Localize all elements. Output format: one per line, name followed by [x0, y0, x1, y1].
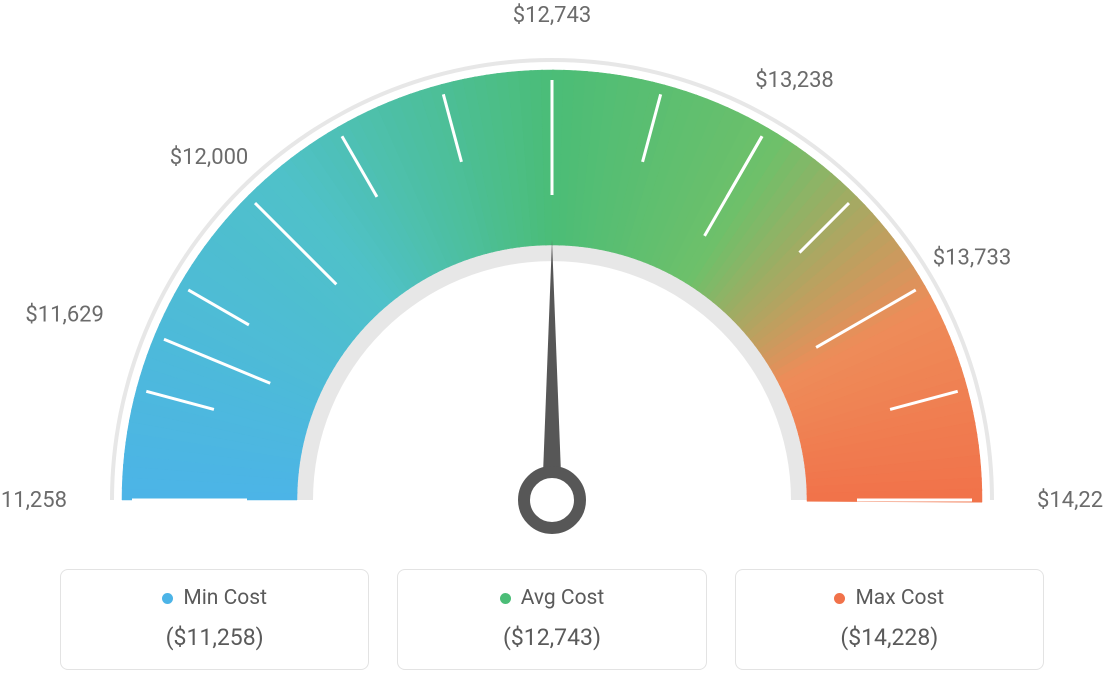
gauge-hub [524, 472, 580, 528]
legend-title-avg: Avg Cost [521, 586, 605, 610]
legend-dot-max [834, 593, 845, 604]
legend-card-min: Min Cost ($11,258) [60, 569, 369, 670]
legend-dot-min [162, 593, 173, 604]
legend-card-max: Max Cost ($14,228) [735, 569, 1044, 670]
legend-dot-avg [500, 593, 511, 604]
gauge-tick-label: $12,743 [513, 3, 592, 28]
gauge-tick-label: $11,629 [25, 302, 104, 327]
legend-value-avg: ($12,743) [408, 624, 695, 651]
gauge-needle [542, 240, 562, 500]
gauge-tick-label: $13,733 [933, 245, 1012, 270]
legend-card-avg: Avg Cost ($12,743) [397, 569, 706, 670]
legend-title-min: Min Cost [183, 586, 267, 610]
gauge-tick-label: $14,228 [1037, 488, 1104, 513]
gauge-tick-label: $11,258 [0, 488, 67, 513]
gauge-tick-label: $13,238 [755, 68, 834, 93]
gauge-chart: $11,258 $11,629 $12,000 $12,743 $13,238 $13,7… [0, 0, 1104, 560]
gauge-tick-label: $12,000 [170, 145, 249, 170]
legend-value-min: ($11,258) [71, 624, 358, 651]
legend-value-max: ($14,228) [746, 624, 1033, 651]
legend-title-max: Max Cost [855, 586, 944, 610]
legend: Min Cost ($11,258) Avg Cost ($12,743) Ma… [0, 569, 1104, 670]
